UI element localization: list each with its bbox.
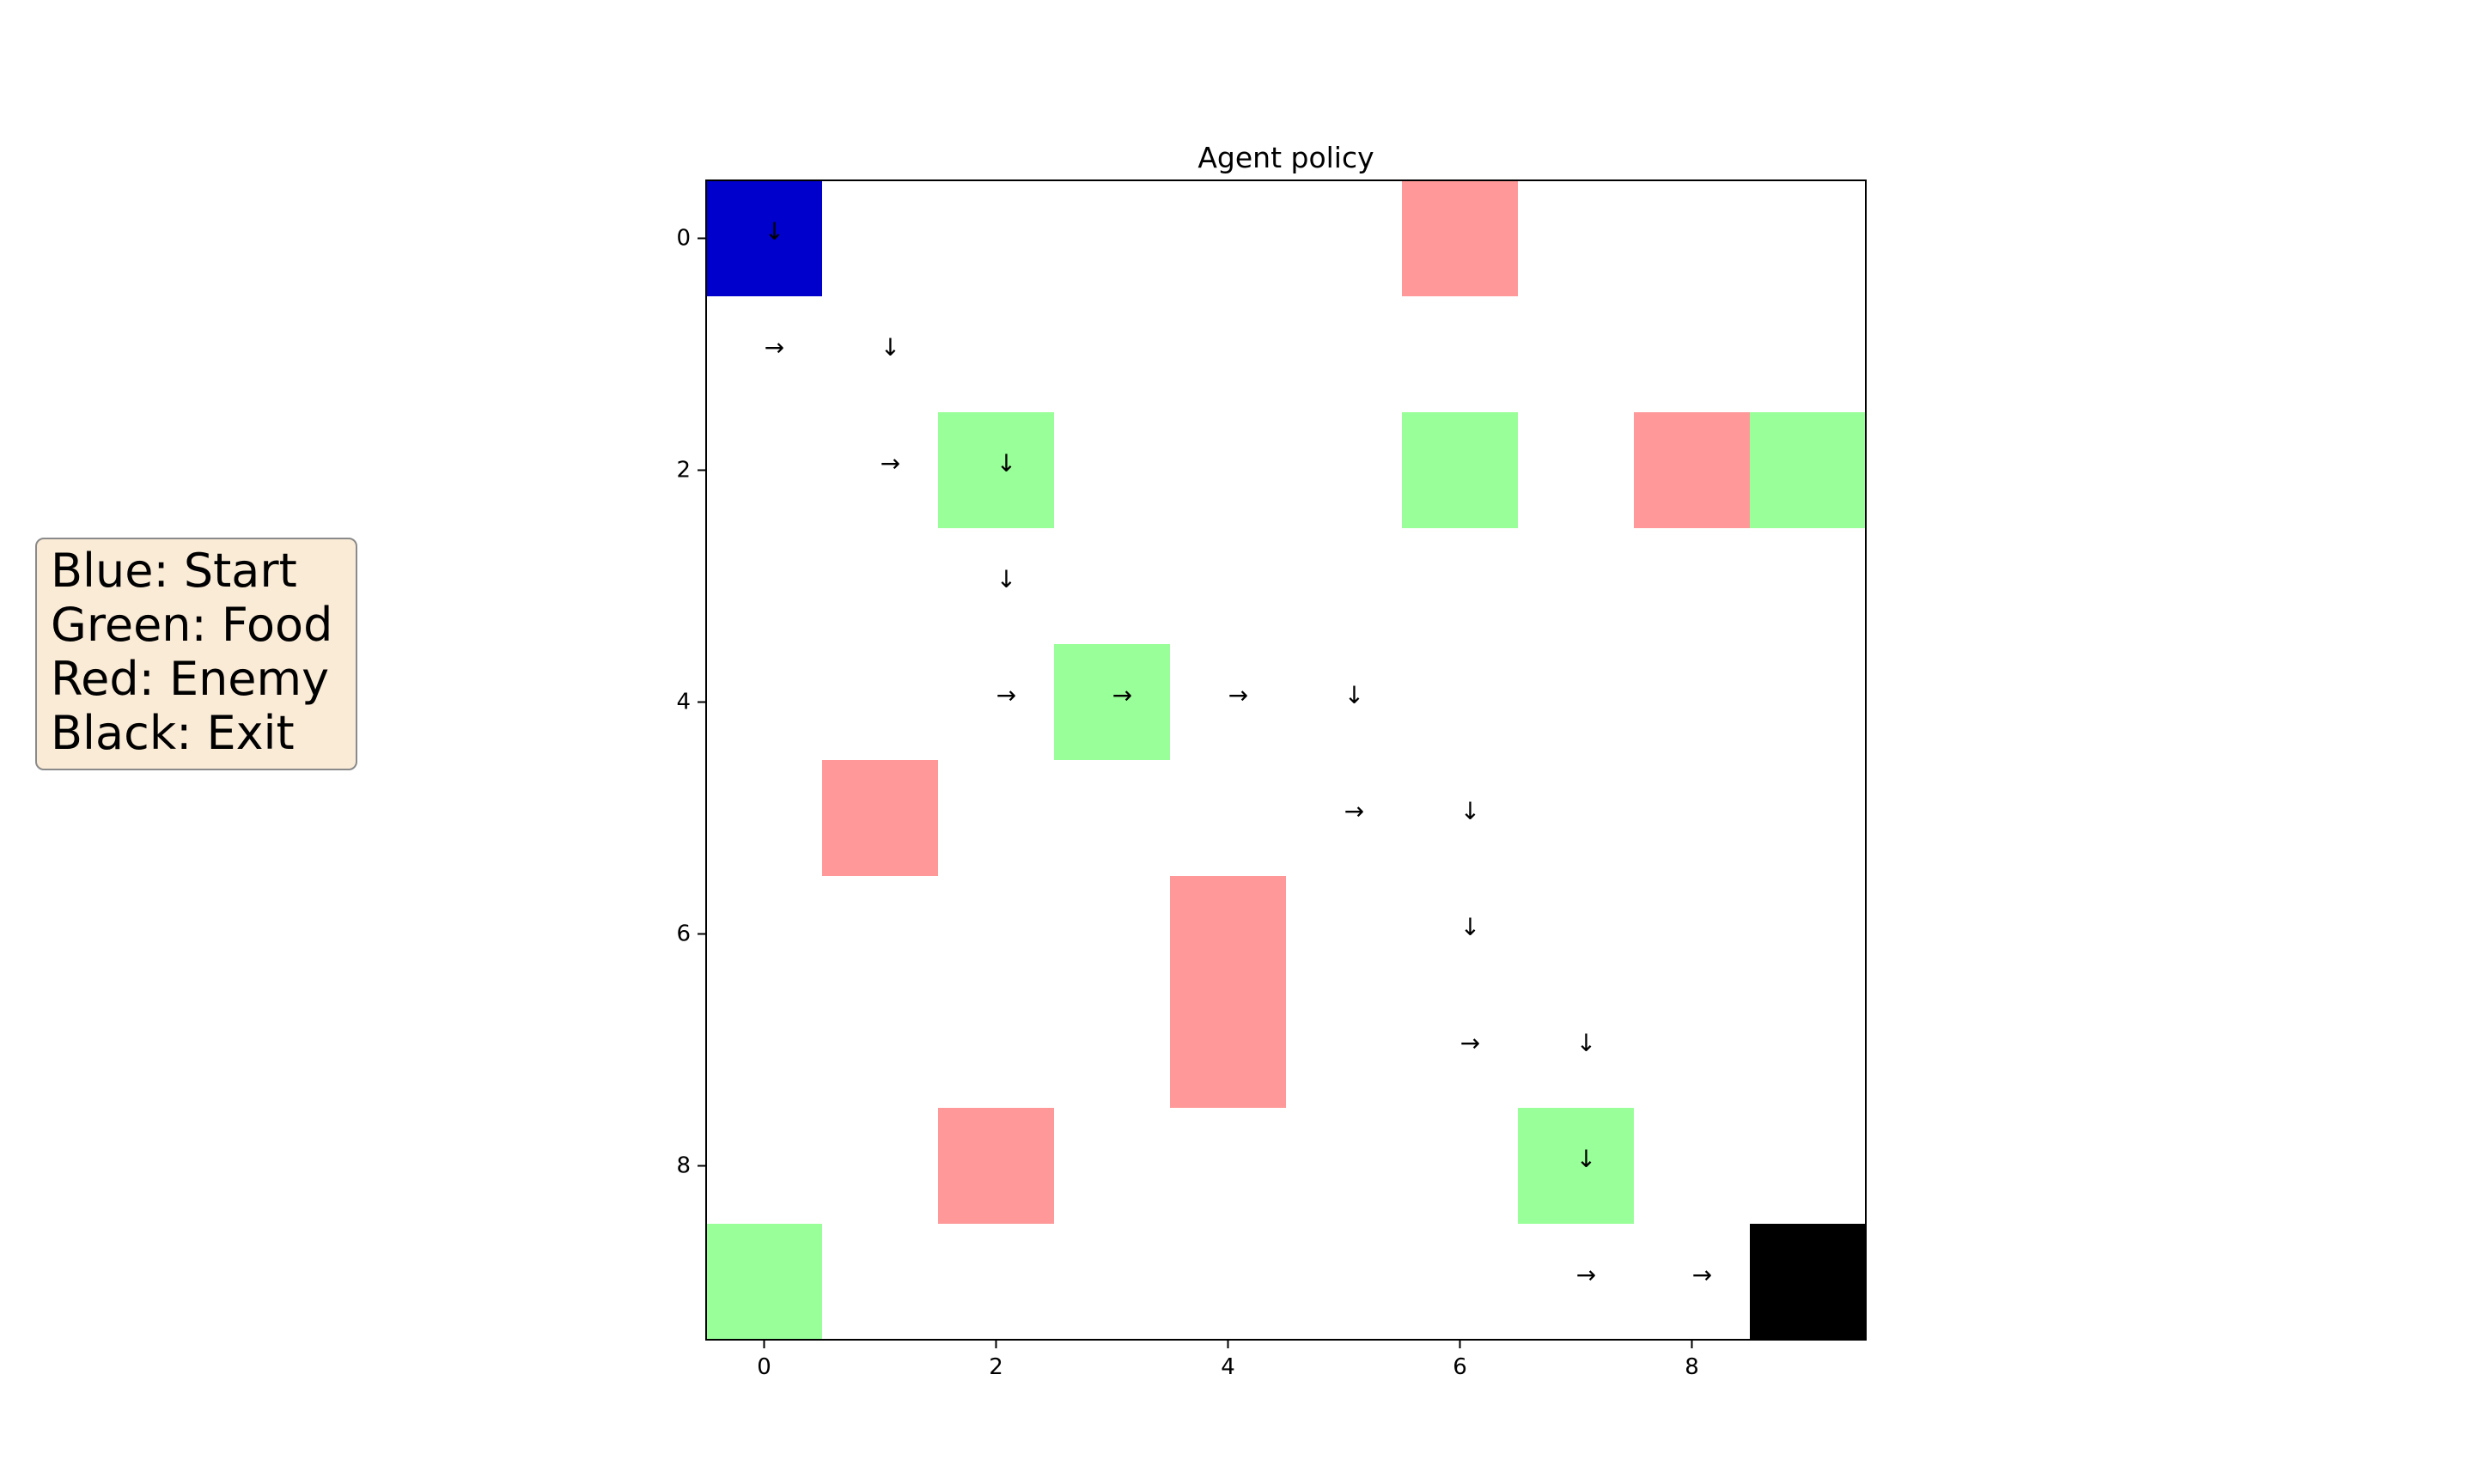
cell-food-r4-c3 [1054,644,1170,760]
y-tick-label-2: 2 [676,458,691,484]
cell-food-r8-c7 [1518,1108,1634,1224]
cell-food-r2-c6 [1402,412,1518,528]
legend-entry-exit: Black: Exit [51,706,295,760]
policy-arrow-r1-c1: ↓ [881,333,900,362]
policy-arrow-r1-c0: → [765,333,784,362]
x-tick-label-2: 2 [989,1354,1003,1380]
policy-arrow-r2-c2: ↓ [996,449,1016,477]
policy-arrow-r2-c1: → [881,449,900,477]
cell-food-r2-c9 [1750,412,1866,528]
policy-arrows-layer: ↓ → ↓ → ↓ ↓ → → → ↓ → ↓ ↓ → ↓ ↓ → → [765,217,1712,1289]
policy-arrow-r5-c5: → [1344,797,1364,825]
legend-entry-food: Green: Food [51,598,333,652]
legend-entry-enemy: Red: Enemy [51,652,330,706]
policy-arrow-r5-c6: ↓ [1460,797,1480,825]
cell-enemy-r2-c8 [1634,412,1750,528]
y-tick-label-0: 0 [676,226,691,252]
policy-arrow-r8-c7: ↓ [1576,1145,1596,1173]
policy-arrow-r3-c2: ↓ [996,565,1016,593]
x-tick-label-8: 8 [1685,1354,1699,1380]
cell-enemy-r6-c4 [1170,876,1286,992]
axes-frame [705,179,1867,1341]
y-tick-label-4: 4 [676,690,691,715]
policy-arrow-r4-c4: → [1228,681,1248,709]
chart-title: Agent policy [1197,141,1374,174]
policy-arrow-r9-c7: → [1576,1261,1596,1289]
cell-exit-r9-c9 [1750,1224,1866,1340]
cell-enemy-r7-c4 [1170,992,1286,1108]
legend-entry-start: Blue: Start [51,544,297,598]
cell-enemy-r5-c1 [822,760,938,876]
policy-arrow-r0-c0: ↓ [765,217,784,246]
policy-arrow-r7-c7: ↓ [1576,1029,1596,1057]
policy-arrow-r9-c8: → [1692,1261,1712,1289]
axis-ticks-layer: 0 2 4 6 8 0 2 4 6 8 [676,226,1698,1381]
cell-food-r2-c2 [938,412,1054,528]
policy-arrow-r7-c6: → [1460,1029,1480,1057]
cell-start-r0-c0 [706,180,822,296]
x-tick-label-6: 6 [1453,1354,1467,1380]
cell-food-r9-c0 [706,1224,822,1340]
policy-arrow-r4-c2: → [996,681,1016,709]
grid-cells-layer [706,180,1866,1340]
x-tick-label-4: 4 [1221,1354,1235,1380]
cell-enemy-r8-c2 [938,1108,1054,1224]
policy-arrow-r6-c6: ↓ [1460,913,1480,941]
x-tick-label-0: 0 [757,1354,771,1380]
y-tick-label-6: 6 [676,921,691,947]
y-tick-label-8: 8 [676,1153,691,1179]
policy-arrow-r4-c3: → [1112,681,1132,709]
policy-arrow-r4-c5: ↓ [1344,681,1364,709]
legend-box: Blue: Start Green: Food Red: Enemy Black… [35,538,357,770]
cell-enemy-r0-c6 [1402,180,1518,296]
